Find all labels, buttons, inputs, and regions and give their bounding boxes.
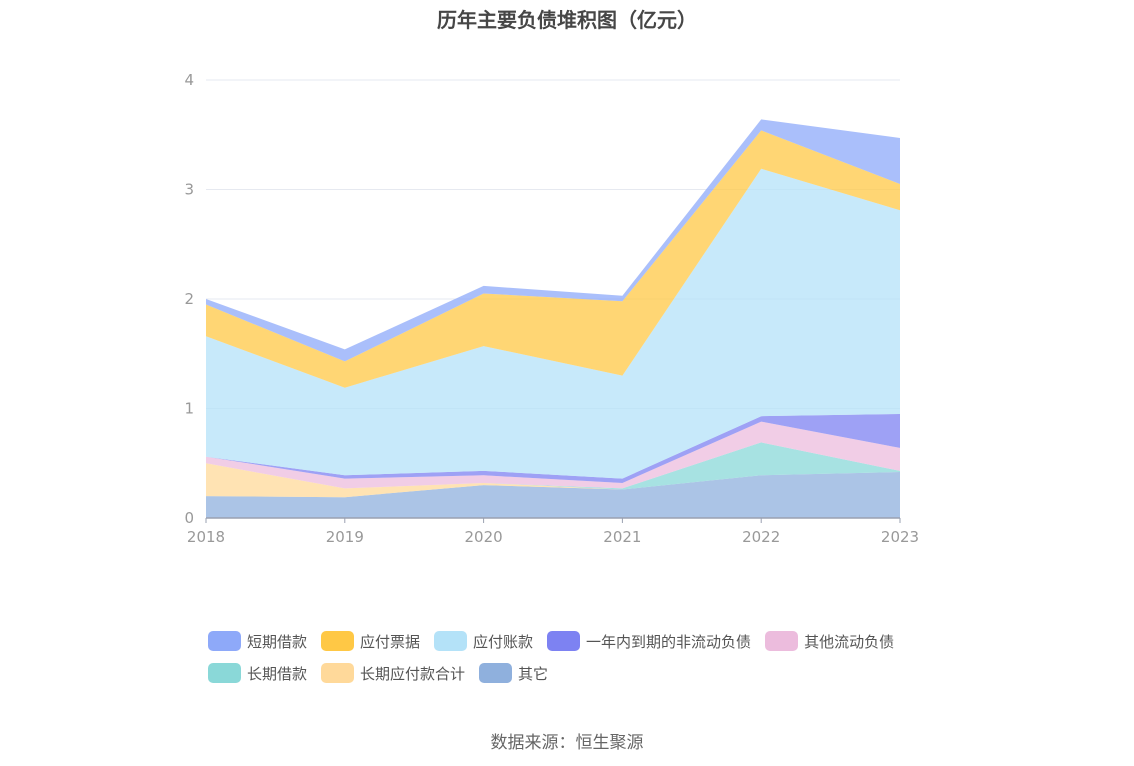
legend-swatch	[208, 631, 241, 651]
legend-swatch	[208, 663, 241, 683]
y-tick-label: 4	[184, 71, 194, 89]
legend-label: 其他流动负债	[804, 632, 895, 651]
area-series-7	[206, 119, 900, 362]
area-series-6	[206, 130, 900, 388]
x-tick-label: 2018	[187, 528, 225, 546]
area-series-2	[206, 442, 900, 490]
legend-item[interactable]: 短期借款	[208, 630, 307, 652]
legend-swatch	[321, 631, 355, 651]
legend-label: 一年内到期的非流动负债	[586, 632, 752, 651]
x-tick-label: 2019	[326, 528, 364, 546]
area-series-3	[206, 421, 900, 489]
legend-item[interactable]: 其他流动负债	[765, 630, 894, 652]
legend-item[interactable]: 一年内到期的非流动负债	[547, 630, 751, 652]
axes: 0 1 2 3 4 2018 2019 2020 2021 2022 2023	[184, 71, 919, 546]
area-series-1	[206, 463, 900, 498]
legend-label: 长期应付款合计	[360, 664, 466, 683]
area-series-5	[206, 168, 900, 479]
x-tick-label: 2022	[742, 528, 780, 546]
legend-label: 应付账款	[473, 632, 534, 651]
legend-swatch	[765, 631, 799, 651]
y-tick-label: 2	[184, 290, 194, 308]
x-tick-label: 2021	[603, 528, 641, 546]
chart-title: 历年主要负债堆积图（亿元）	[437, 8, 697, 32]
area-series	[206, 119, 900, 518]
legend: 短期借款 应付票据 应付账款 一年内到期的非流动负债 其他流动负债长期借款 长期应付款合计…	[208, 630, 948, 694]
legend-label: 长期借款	[247, 664, 308, 683]
legend-swatch	[321, 663, 355, 683]
legend-item[interactable]: 其它	[479, 662, 548, 684]
legend-swatch	[479, 663, 513, 683]
y-tick-label: 3	[184, 181, 194, 199]
x-tick-label: 2020	[465, 528, 503, 546]
area-series-4	[206, 414, 900, 483]
legend-item[interactable]: 长期应付款合计	[321, 662, 465, 684]
legend-item[interactable]: 应付票据	[321, 630, 420, 652]
legend-item[interactable]: 长期借款	[208, 662, 307, 684]
legend-label: 短期借款	[247, 632, 308, 651]
source-note: 数据来源：恒生聚源	[490, 733, 644, 753]
area-series-0	[206, 472, 900, 518]
legend-swatch	[434, 631, 468, 651]
legend-swatch	[547, 631, 581, 651]
y-tick-label: 0	[184, 509, 194, 527]
legend-label: 应付票据	[360, 632, 421, 651]
x-tick-label: 2023	[881, 528, 919, 546]
y-tick-label: 1	[184, 400, 194, 418]
legend-label: 其它	[518, 664, 549, 683]
legend-item[interactable]: 应付账款	[434, 630, 533, 652]
